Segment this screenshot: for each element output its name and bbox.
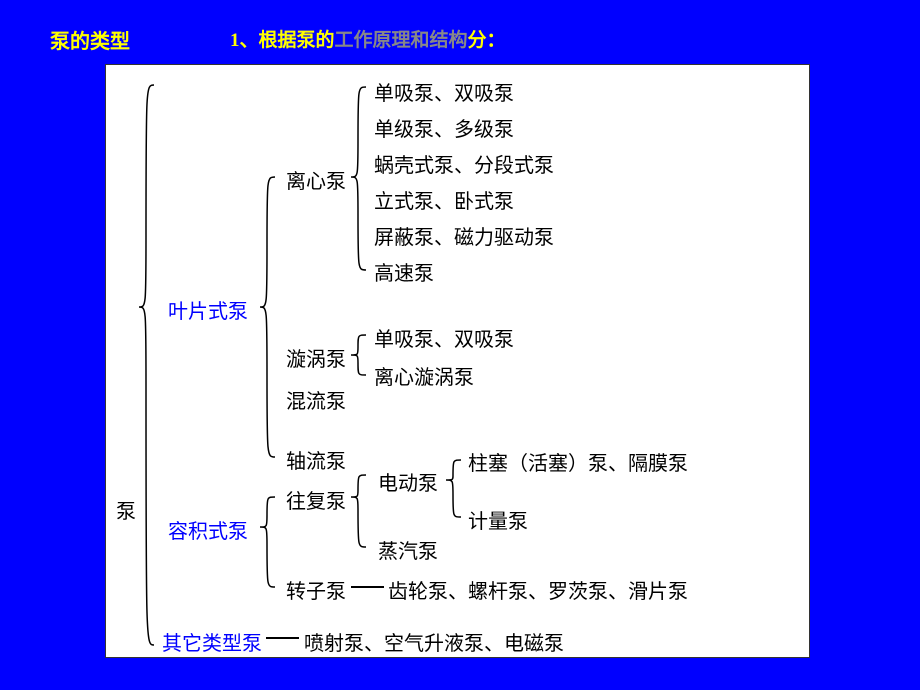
cat2-sub1-ss0: 柱塞（活塞）泵、隔膜泵 [468, 447, 688, 476]
cat1-sub1-item1: 单级泵、多级泵 [374, 113, 514, 142]
cat1-sub2-item1: 离心漩涡泵 [374, 361, 474, 390]
cat2-sub1: 往复泵 [286, 485, 346, 514]
cat3-detail: 喷射泵、空气升液泵、电磁泵 [304, 627, 564, 656]
page-title: 泵的类型 [50, 25, 130, 54]
subtitle-prefix: 1、根据泵的 [230, 30, 335, 51]
cat2-sub2: 转子泵 [286, 575, 346, 604]
subtitle-suffix: 分： [468, 30, 506, 51]
cat1-sub4: 轴流泵 [286, 445, 346, 474]
cat1-sub1-item5: 高速泵 [374, 257, 434, 286]
cat1-sub1-item3: 立式泵、卧式泵 [374, 185, 514, 214]
cat2-sub1-ss1: 计量泵 [468, 505, 528, 534]
cat1-sub1-item4: 屏蔽泵、磁力驱动泵 [374, 221, 554, 250]
category-1: 叶片式泵 [168, 295, 248, 324]
cat1-sub1-item0: 单吸泵、双吸泵 [374, 77, 514, 106]
category-2: 容积式泵 [168, 515, 248, 544]
subtitle: 1、根据泵的工作原理和结构分： [230, 25, 506, 54]
tree-diagram: 泵 叶片式泵 离心泵 单吸泵、双吸泵 单级泵、多级泵 蜗壳式泵、分段式泵 立式泵… [105, 64, 810, 658]
cat1-sub3: 混流泵 [286, 385, 346, 414]
subtitle-gray: 工作原理和结构 [335, 30, 468, 51]
cat1-sub2: 漩涡泵 [286, 343, 346, 372]
cat1-sub1: 离心泵 [286, 165, 346, 194]
cat2-sub1-item1: 蒸汽泵 [378, 535, 438, 564]
root-node: 泵 [116, 495, 136, 524]
cat2-sub2-detail: 齿轮泵、螺杆泵、罗茨泵、滑片泵 [388, 575, 688, 604]
category-3: 其它类型泵 [162, 627, 262, 656]
cat2-sub1-item0: 电动泵 [378, 467, 438, 496]
header: 泵的类型 1、根据泵的工作原理和结构分： [0, 0, 920, 54]
cat1-sub2-item0: 单吸泵、双吸泵 [374, 323, 514, 352]
cat1-sub1-item2: 蜗壳式泵、分段式泵 [374, 149, 554, 178]
